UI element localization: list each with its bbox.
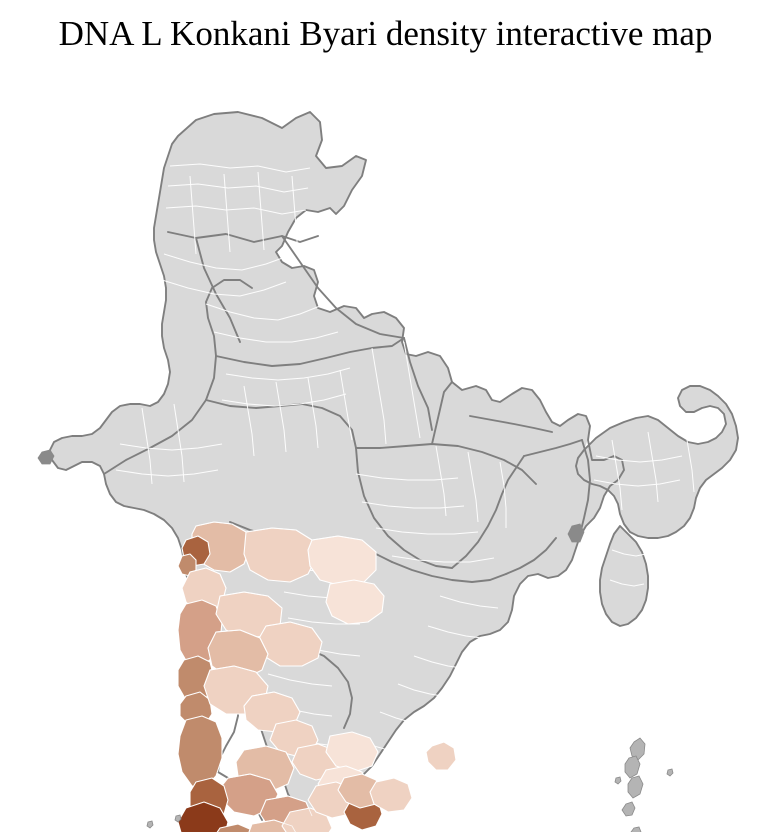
- lakshadweep-islands: [146, 814, 182, 829]
- up-mp-border: [403, 337, 433, 431]
- region-bellary[interactable]: [325, 731, 379, 773]
- base-landmass: [49, 111, 739, 811]
- region-kolar[interactable]: [369, 777, 413, 813]
- outlier-islet-east: [666, 768, 674, 777]
- choropleth-district-mesh: [189, 521, 377, 832]
- northeast-outline: [575, 385, 739, 539]
- choropleth-regions[interactable]: [177, 521, 457, 832]
- telangana-ap-border: [391, 561, 507, 583]
- region-solapur[interactable]: [325, 579, 385, 625]
- lakshadweep-islet-2: [174, 814, 182, 823]
- middle-andaman: [624, 755, 641, 779]
- india-choropleth-map[interactable]: [0, 56, 771, 832]
- bihar-jharkhand-border: [469, 415, 553, 433]
- island-group: [37, 449, 674, 832]
- rajasthan-mp-border: [215, 337, 405, 367]
- mah-telangana-border: [355, 447, 453, 569]
- india-mainland-base: [49, 111, 625, 811]
- kutch-islet: [37, 449, 55, 465]
- map-canvas[interactable]: [0, 56, 771, 832]
- coastal-islets: [37, 449, 585, 543]
- jharkhand-wb-border: [523, 439, 583, 457]
- little-andaman: [621, 801, 636, 817]
- up-uttarakhand-border: [281, 235, 405, 339]
- north-andaman: [629, 737, 646, 761]
- region-uttara-kannada[interactable]: [177, 715, 223, 789]
- northeast-india-base: [575, 385, 739, 539]
- page-title: DNA L Konkani Byari density interactive …: [58, 14, 713, 53]
- south-andaman: [627, 775, 644, 799]
- car-nicobar: [630, 826, 642, 832]
- lakshadweep-islet-1: [146, 820, 154, 829]
- chhattisgarh-odisha-border: [451, 455, 525, 569]
- district-mesh: [115, 163, 695, 805]
- wb-bangladesh-border: [579, 439, 591, 535]
- mp-chhattisgarh-border: [431, 381, 453, 445]
- odisha-ap-border: [505, 537, 557, 575]
- sundarbans-islet: [567, 523, 585, 543]
- region-kodagu[interactable]: [212, 823, 258, 832]
- northeast-lower-outline: [599, 525, 649, 627]
- region-dakshina-kannada[interactable]: [177, 801, 229, 832]
- national-outline: [49, 111, 625, 811]
- region-chennai[interactable]: [425, 741, 457, 771]
- outlier-islet-west: [614, 776, 622, 785]
- andaman-nicobar-islands: [614, 737, 674, 832]
